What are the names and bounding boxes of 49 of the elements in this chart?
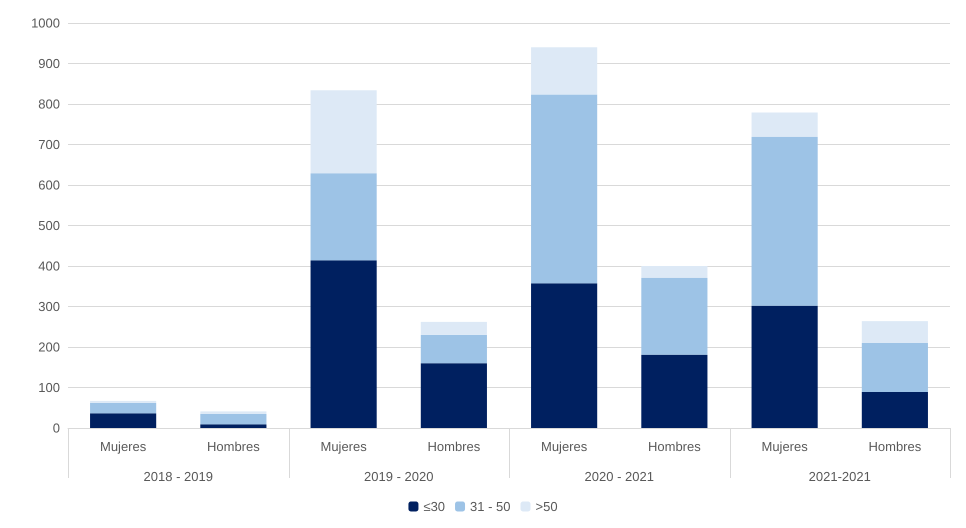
bar (862, 342, 928, 392)
x-tick-label: Mujeres (541, 439, 588, 454)
y-tick-label: 800 (38, 96, 60, 112)
x-tick-label: Hombres (648, 439, 702, 454)
bar (531, 47, 598, 95)
y-tick-label: 0 (52, 420, 60, 436)
bar (90, 413, 156, 428)
x-tick-label: Mujeres (320, 439, 368, 454)
bar (641, 354, 708, 428)
bar (752, 306, 818, 428)
bar (752, 112, 818, 137)
bar (862, 392, 928, 428)
bar (420, 334, 487, 364)
y-tick-label: 900 (38, 56, 60, 71)
y-tick-label: 300 (38, 299, 60, 314)
bar (310, 173, 377, 260)
y-tick-label: 100 (38, 380, 60, 395)
y-tick-label: 600 (38, 178, 60, 192)
bar (310, 260, 377, 428)
bar (310, 90, 377, 174)
legend-label: ≤30 (423, 499, 446, 514)
bar (862, 321, 928, 343)
text: 2019 - 2020 (364, 469, 434, 484)
text: 2021-2021 (808, 469, 871, 484)
x-tick-label: Hombres (868, 439, 922, 454)
bar (90, 402, 156, 414)
bar (641, 266, 708, 278)
x-tick-label: Mujeres (100, 439, 147, 454)
bar (531, 94, 598, 284)
y-tick-label: 1000 (31, 16, 60, 30)
bar (752, 136, 818, 306)
y-tick-label: 500 (38, 218, 60, 233)
bar (420, 322, 487, 335)
bar (641, 278, 708, 355)
bar (200, 411, 266, 414)
x-tick-label: Hombres (207, 439, 260, 454)
x-tick-label: Hombres (428, 439, 481, 454)
legend-label: >50 (536, 499, 558, 514)
text: 2020 - 2021 (584, 469, 654, 484)
y-tick-label: 700 (38, 137, 60, 152)
y-tick-label: 200 (38, 340, 60, 354)
bar (200, 424, 266, 428)
bar (420, 363, 487, 428)
bar (531, 283, 598, 428)
y-tick-label: 400 (38, 258, 60, 274)
x-tick-label: Mujeres (762, 439, 808, 454)
bar (200, 414, 266, 424)
text: 2018 - 2019 (144, 469, 213, 484)
legend-label: 31 - 50 (470, 499, 511, 514)
